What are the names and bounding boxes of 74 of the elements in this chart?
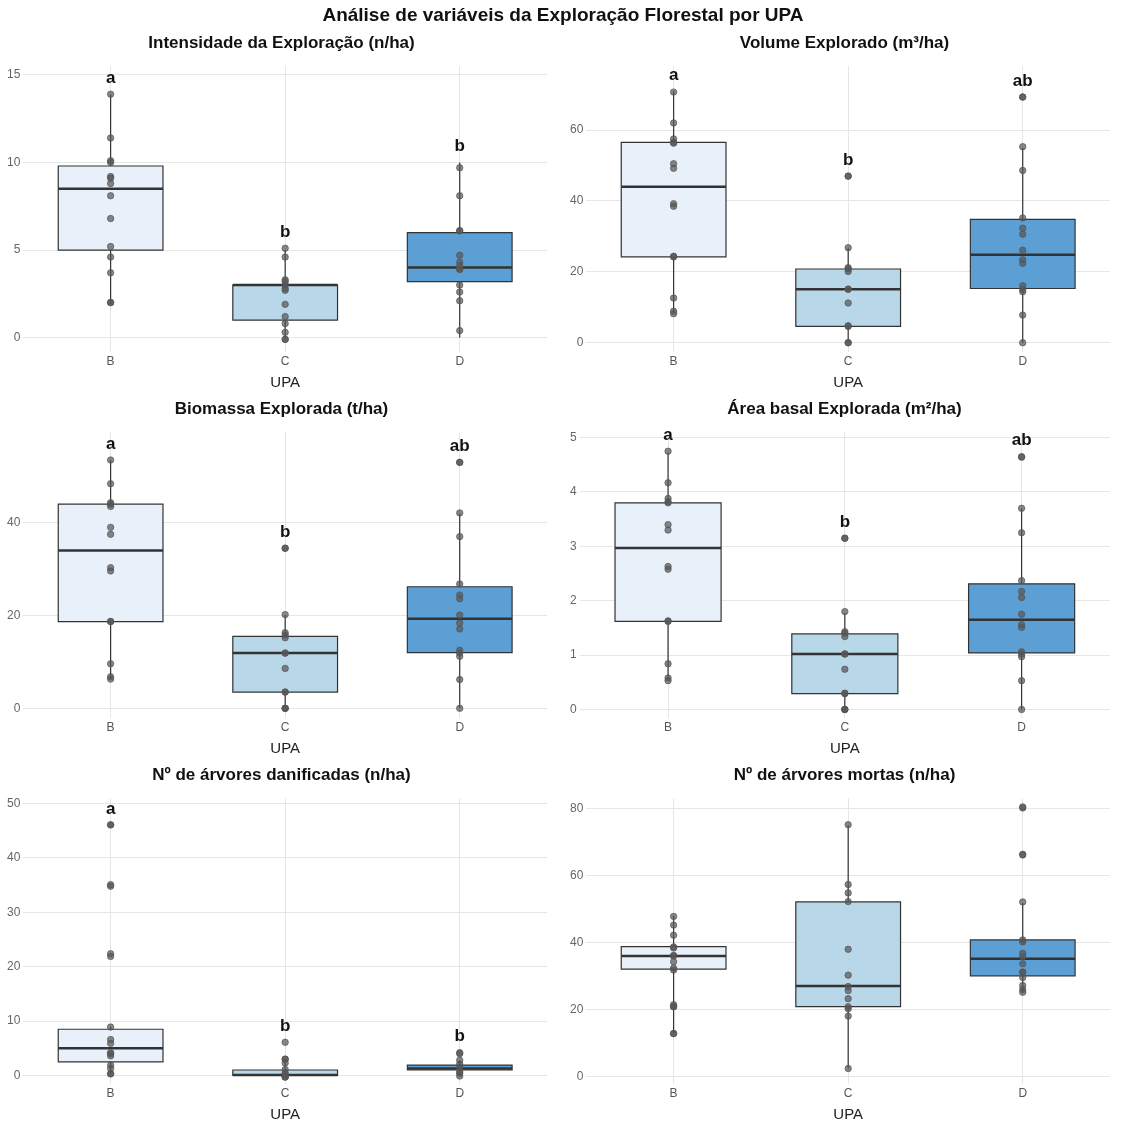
y-tick-label: 30 bbox=[6, 904, 21, 919]
x-tick-label: D bbox=[1017, 720, 1027, 735]
y-tick-label: 20 bbox=[6, 959, 21, 974]
annotation: a bbox=[663, 424, 674, 444]
x-axis-title: UPA bbox=[829, 739, 860, 757]
x-axis-title: UPA bbox=[270, 373, 301, 391]
annotation: ab bbox=[449, 436, 470, 456]
chart-title: Área basal Explorada (m²/ha) bbox=[726, 398, 963, 420]
chart-title: Nº de árvores danificadas (n/ha) bbox=[151, 764, 412, 786]
annotation: b bbox=[839, 511, 851, 531]
y-tick-label: 0 bbox=[576, 335, 584, 350]
y-tick-label: 0 bbox=[576, 1069, 584, 1084]
y-tick-label: 40 bbox=[569, 934, 584, 949]
x-axis-title: UPA bbox=[833, 1105, 864, 1123]
y-tick-label: 50 bbox=[6, 795, 21, 810]
x-tick-label: D bbox=[455, 354, 465, 369]
text: Análise de variáveis da Exploração Florestal por UPA bbox=[321, 3, 805, 27]
y-tick-label: 3 bbox=[569, 538, 577, 553]
x-tick-label: B bbox=[106, 1086, 115, 1101]
y-tick-label: 15 bbox=[6, 67, 21, 82]
annotation: b bbox=[454, 136, 465, 156]
annotation: ab bbox=[1011, 430, 1032, 450]
y-tick-label: 60 bbox=[569, 867, 584, 882]
chart-title: Intensidade da Exploração (n/ha) bbox=[147, 32, 416, 54]
chart-title: Biomassa Explorada (t/ha) bbox=[173, 398, 390, 420]
x-tick-label: B bbox=[106, 354, 115, 369]
y-tick-label: 0 bbox=[13, 1067, 21, 1082]
x-tick-label: D bbox=[455, 1086, 465, 1101]
annotation: b bbox=[279, 221, 291, 241]
x-tick-label: C bbox=[840, 720, 850, 735]
x-tick-label: D bbox=[1018, 354, 1028, 369]
x-tick-label: D bbox=[1018, 1086, 1028, 1101]
annotation: a bbox=[105, 67, 116, 87]
x-tick-label: B bbox=[669, 1086, 678, 1101]
y-tick-label: 10 bbox=[6, 154, 21, 169]
y-tick-label: 40 bbox=[6, 515, 21, 530]
y-tick-label: 1 bbox=[569, 647, 577, 662]
annotation: a bbox=[105, 798, 116, 818]
x-axis-title: UPA bbox=[270, 739, 301, 757]
y-tick-label: 40 bbox=[569, 193, 584, 208]
y-tick-label: 5 bbox=[13, 242, 21, 257]
x-axis-title: UPA bbox=[270, 1105, 301, 1123]
x-axis-title: UPA bbox=[833, 373, 864, 391]
chart-title: Volume Explorado (m³/ha) bbox=[738, 32, 951, 54]
y-tick-label: 10 bbox=[6, 1013, 21, 1028]
y-tick-label: 0 bbox=[569, 701, 577, 716]
annotation: ab bbox=[1012, 70, 1033, 90]
x-tick-label: D bbox=[455, 720, 465, 735]
x-tick-label: C bbox=[843, 354, 853, 369]
y-tick-label: 60 bbox=[569, 122, 584, 137]
x-tick-label: C bbox=[843, 1086, 853, 1101]
y-tick-label: 80 bbox=[569, 800, 584, 815]
annotation: a bbox=[105, 433, 116, 453]
annotation: b bbox=[454, 1026, 465, 1046]
x-tick-label: C bbox=[280, 1086, 290, 1101]
y-tick-label: 20 bbox=[6, 607, 21, 622]
annotation: b bbox=[279, 521, 291, 541]
y-tick-label: 5 bbox=[569, 429, 577, 444]
x-tick-label: B bbox=[106, 720, 115, 735]
annotation: b bbox=[842, 149, 854, 169]
annotation: b bbox=[279, 1015, 291, 1035]
y-tick-label: 40 bbox=[6, 850, 21, 865]
y-tick-label: 0 bbox=[13, 329, 21, 344]
y-tick-label: 2 bbox=[569, 593, 577, 608]
y-tick-label: 4 bbox=[569, 484, 577, 499]
y-tick-label: 20 bbox=[569, 264, 584, 279]
y-tick-label: 20 bbox=[569, 1002, 584, 1017]
x-tick-label: C bbox=[280, 720, 290, 735]
y-tick-label: 0 bbox=[13, 700, 21, 715]
annotation: a bbox=[668, 64, 679, 84]
chart-title: Nº de árvores mortas (n/ha) bbox=[732, 764, 957, 786]
x-tick-label: B bbox=[664, 720, 673, 735]
x-tick-label: B bbox=[669, 354, 678, 369]
x-tick-label: C bbox=[280, 354, 290, 369]
